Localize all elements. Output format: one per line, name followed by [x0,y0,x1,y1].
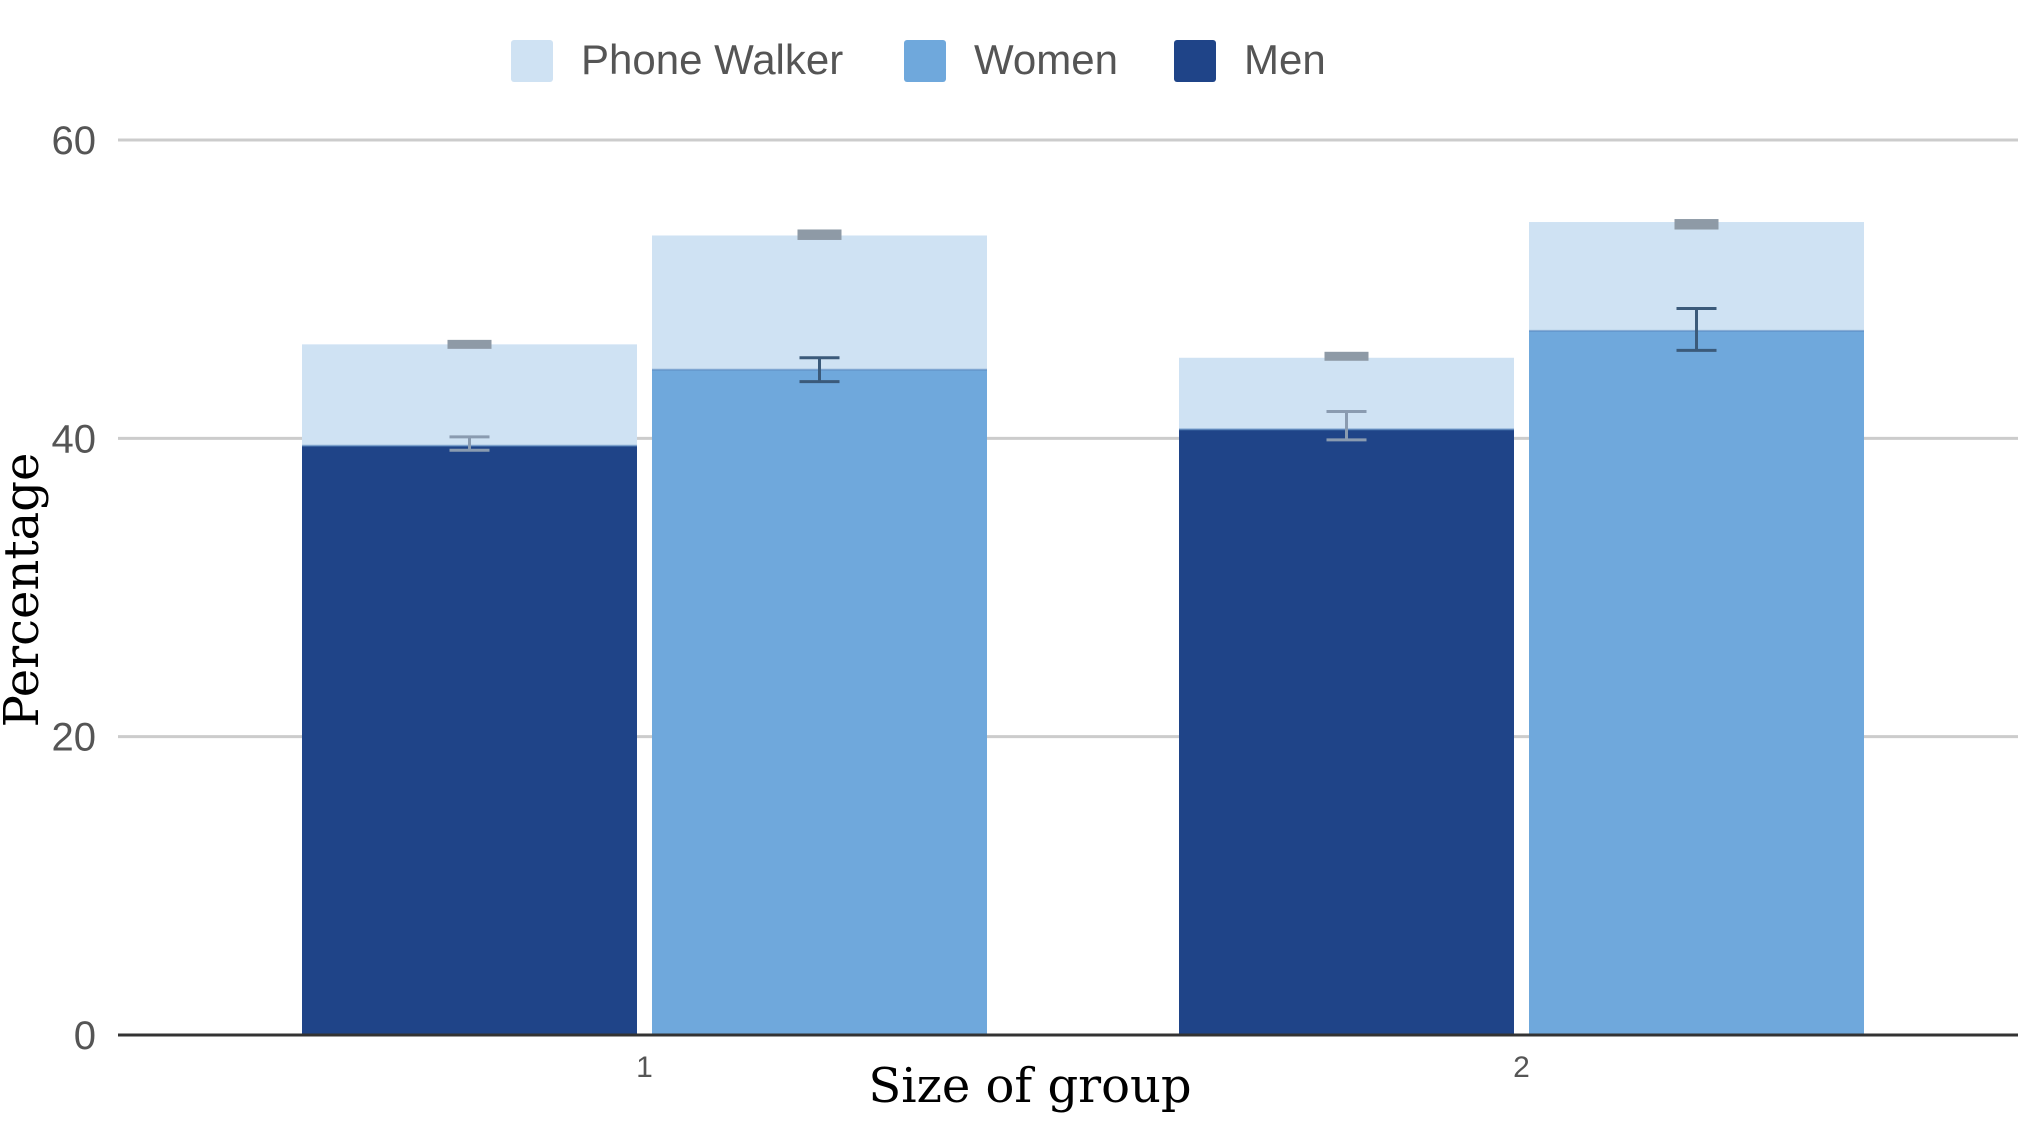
legend-label: Men [1244,36,1326,83]
y-tick-label: 60 [52,119,97,163]
x-tick-label: 2 [1513,1051,1530,1084]
legend-swatch [511,40,553,82]
legend-label: Women [974,36,1118,83]
bars [302,222,1864,1036]
legend-item: Men [1174,36,1326,83]
error-bar-phone-walker [1674,219,1719,230]
legend-swatch [904,40,946,82]
x-axis-title: Size of group [868,1058,1191,1114]
legend-label: Phone Walker [581,36,843,83]
error-bar [799,356,840,384]
legend-item: Women [904,36,1118,83]
error-bar [1676,307,1717,352]
y-tick-label: 0 [74,1014,96,1058]
y-tick-label: 20 [52,716,97,760]
y-axis-title: Percentage [0,453,50,728]
legend-item: Phone Walker [511,36,843,83]
bar-men [302,445,637,1036]
bar-men [1179,429,1514,1036]
y-tick-label: 40 [52,417,97,461]
error-bar [449,435,490,452]
y-tick-labels: 0 20 40 60 [52,119,97,1058]
x-tick-label: 1 [636,1051,653,1084]
legend: Phone Walker Women Men [511,36,1326,83]
error-bar [1326,409,1367,442]
error-bar-phone-walker [797,229,842,240]
error-bars [447,219,1719,452]
legend-swatch [1174,40,1216,82]
error-bar-phone-walker [1324,351,1369,361]
bar-women [1529,330,1864,1035]
bar-women [652,369,987,1035]
error-bar-phone-walker [447,339,492,349]
